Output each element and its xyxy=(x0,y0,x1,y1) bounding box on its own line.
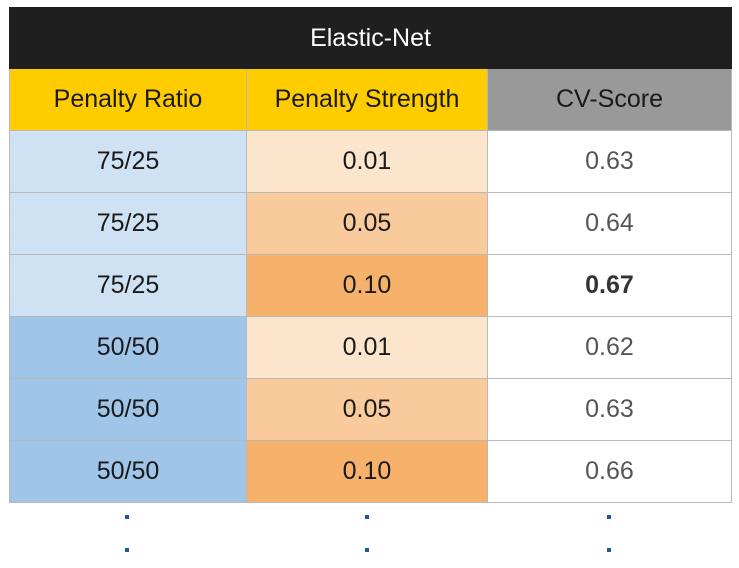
cell-cv-score: 0.63 xyxy=(487,378,732,441)
cell-penalty-strength: 0.10 xyxy=(246,254,488,317)
cell-cv-score: 0.66 xyxy=(487,440,732,503)
ellipsis-dot xyxy=(365,515,369,519)
cell-penalty-ratio: 75/25 xyxy=(9,130,247,193)
ellipsis-dot xyxy=(607,515,611,519)
cell-cv-score: 0.63 xyxy=(487,130,732,193)
elastic-net-table: Elastic-Net Penalty Ratio Penalty Streng… xyxy=(9,7,732,503)
table-row: 50/50 0.05 0.63 xyxy=(9,378,732,441)
cell-penalty-strength: 0.05 xyxy=(246,192,488,255)
table-title: Elastic-Net xyxy=(9,7,732,69)
cell-cv-score: 0.64 xyxy=(487,192,732,255)
table-row: 50/50 0.01 0.62 xyxy=(9,316,732,379)
header-penalty-strength: Penalty Strength xyxy=(246,68,488,131)
ellipsis-column-strength xyxy=(352,500,382,568)
cell-penalty-ratio: 50/50 xyxy=(9,440,247,503)
cell-cv-score: 0.62 xyxy=(487,316,732,379)
cell-penalty-ratio: 50/50 xyxy=(9,378,247,441)
results-table-container: Elastic-Net Penalty Ratio Penalty Streng… xyxy=(9,7,732,503)
cell-cv-score-best: 0.67 xyxy=(487,254,732,317)
ellipsis-column-ratio xyxy=(112,500,142,568)
table-row: 75/25 0.01 0.63 xyxy=(9,130,732,193)
cell-penalty-ratio: 75/25 xyxy=(9,192,247,255)
cell-penalty-strength: 0.10 xyxy=(246,440,488,503)
table-row: 75/25 0.05 0.64 xyxy=(9,192,732,255)
ellipsis-dot xyxy=(125,515,129,519)
header-penalty-ratio: Penalty Ratio xyxy=(9,68,247,131)
header-cv-score: CV-Score xyxy=(487,68,732,131)
cell-penalty-strength: 0.05 xyxy=(246,378,488,441)
cell-penalty-strength: 0.01 xyxy=(246,316,488,379)
cell-penalty-ratio: 75/25 xyxy=(9,254,247,317)
cell-penalty-ratio: 50/50 xyxy=(9,316,247,379)
table-row: 50/50 0.10 0.66 xyxy=(9,440,732,503)
continuation-ellipsis xyxy=(9,500,731,568)
ellipsis-dot xyxy=(125,548,129,552)
ellipsis-column-score xyxy=(594,500,624,568)
ellipsis-dot xyxy=(365,548,369,552)
ellipsis-dot xyxy=(607,548,611,552)
table-row: 75/25 0.10 0.67 xyxy=(9,254,732,317)
cell-penalty-strength: 0.01 xyxy=(246,130,488,193)
